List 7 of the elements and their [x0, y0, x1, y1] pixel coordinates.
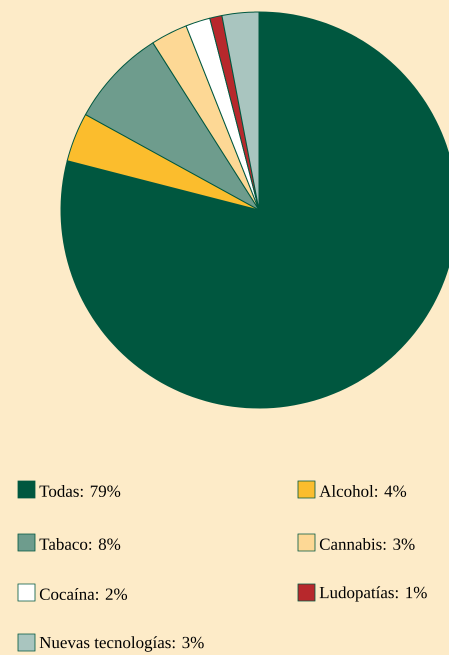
legend-label: Tabaco: 8%	[40, 538, 120, 550]
legend-label: Cocaína: 2%	[40, 588, 128, 600]
legend-label: Ludopatías: 1%	[320, 586, 427, 602]
legend-label: Alcohol: 4%	[319, 485, 406, 497]
legend-label: Nuevas tecnologías: 3%	[40, 636, 204, 652]
legend-label: Cannabis: 3%	[320, 538, 415, 550]
legend-label: Todas: 79%	[40, 485, 120, 497]
